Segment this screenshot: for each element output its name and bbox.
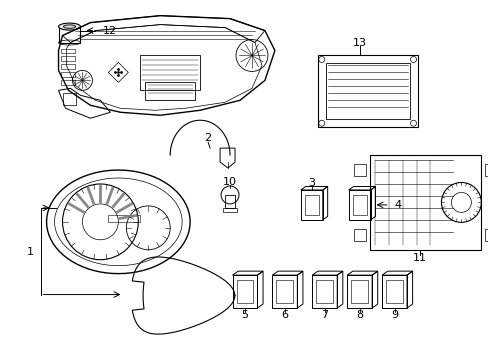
Text: 6: 6 bbox=[281, 310, 288, 320]
Text: 1: 1 bbox=[27, 247, 34, 257]
Text: 11: 11 bbox=[412, 253, 426, 263]
Text: 12: 12 bbox=[102, 26, 116, 36]
Text: 2: 2 bbox=[204, 133, 211, 143]
Text: 5: 5 bbox=[241, 310, 248, 320]
Text: 8: 8 bbox=[355, 310, 363, 320]
Text: 9: 9 bbox=[390, 310, 397, 320]
Text: 3: 3 bbox=[307, 178, 315, 188]
Text: 10: 10 bbox=[223, 177, 237, 187]
Text: 13: 13 bbox=[352, 37, 366, 48]
Ellipse shape bbox=[63, 25, 75, 28]
Text: 4: 4 bbox=[394, 200, 401, 210]
Text: 7: 7 bbox=[321, 310, 327, 320]
Ellipse shape bbox=[59, 23, 81, 30]
